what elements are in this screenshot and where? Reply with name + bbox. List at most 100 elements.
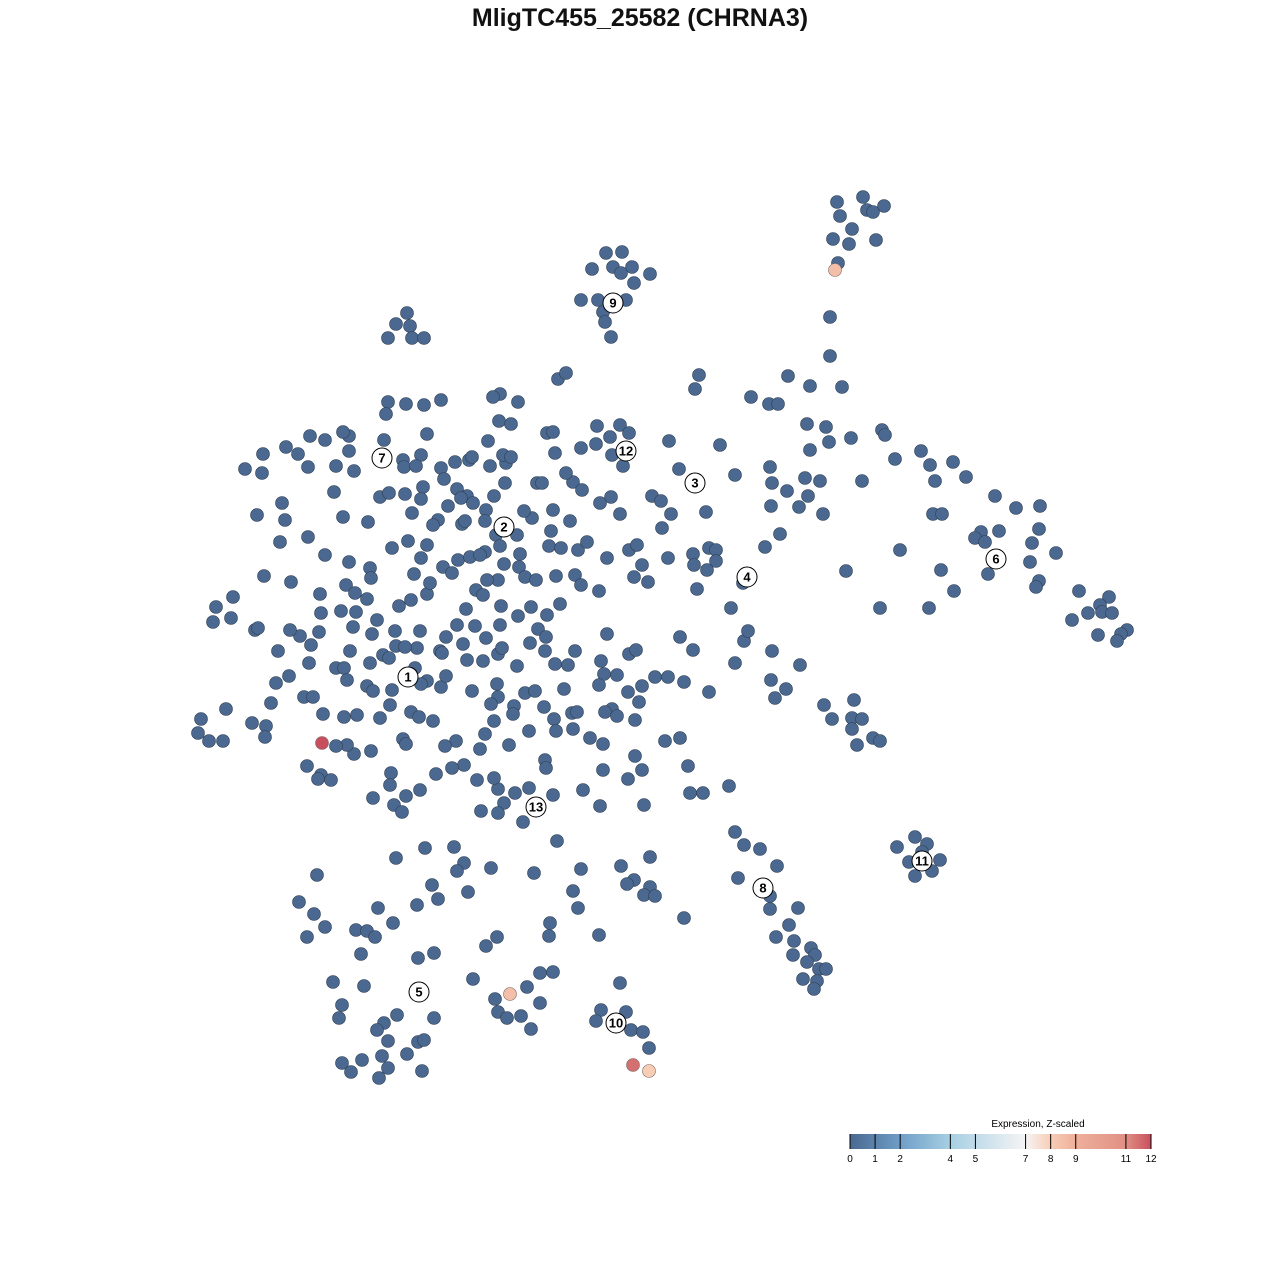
cell-point [632,695,646,709]
cell-point [592,928,606,942]
cell-point [844,431,858,445]
cell-point [630,538,644,552]
cell-point [781,369,795,383]
cell-point [456,637,470,651]
cluster-label: 9 [602,292,624,314]
cell-point [275,496,289,510]
cell-point [451,553,465,567]
cell-point [681,759,695,773]
legend-tick-label: 8 [1048,1154,1054,1165]
cell-point [1009,501,1023,515]
cell-point [817,698,831,712]
cell-point [823,349,837,363]
cell-point [194,712,208,726]
cell-point [329,739,343,753]
cell-point [343,644,357,658]
cell-point [593,496,607,510]
cell-point [224,611,238,625]
cell-point [596,737,610,751]
cell-point [403,319,417,333]
chart-title: MligTC455_25582 (CHRNA3) [471,4,809,32]
cluster-label-text: 8 [759,881,766,896]
cell-point [535,476,549,490]
expressing-cell-point [828,263,842,277]
cell-point [523,636,537,650]
cell-point [643,267,657,281]
cell-point [427,946,441,960]
cell-point [401,534,415,548]
cell-point [483,459,497,473]
cell-point [800,417,814,431]
cell-point [368,930,382,944]
cluster-label: 5 [408,981,430,1003]
cell-point [845,222,859,236]
cell-point [502,738,516,752]
cell-point [327,485,341,499]
cell-point [615,245,629,259]
cell-point [574,293,588,307]
cell-point [513,547,527,561]
cell-point [491,806,505,820]
cell-point [314,606,328,620]
cell-point [1029,580,1043,594]
cell-point [379,407,393,421]
cell-point [461,885,475,899]
cell-point [329,459,343,473]
cell-point [504,450,518,464]
cell-point [411,951,425,965]
cell-point [596,763,610,777]
cell-point [304,638,318,652]
cell-point [487,771,501,785]
cell-point [635,763,649,777]
cell-point [303,429,317,443]
cell-point [628,749,642,763]
cell-point [637,798,651,812]
cell-point [1065,613,1079,627]
cell-point [264,696,278,710]
cell-point [922,601,936,615]
cell-point [250,508,264,522]
cell-point [580,535,594,549]
cell-point [847,693,861,707]
cluster-label-text: 6 [992,552,999,567]
cell-point [310,868,324,882]
cell-point [431,892,445,906]
cell-point [256,447,270,461]
cell-point [500,1011,514,1025]
cell-point [571,543,585,557]
cell-point [765,476,779,490]
cell-point [301,530,315,544]
cell-point [1023,555,1037,569]
cell-point [699,505,713,519]
cell-point [478,727,492,741]
cell-point [981,567,995,581]
cell-point [628,713,642,727]
cell-point [574,578,588,592]
expressing-points-layer [315,263,842,1078]
cell-point [516,815,530,829]
cell-point [326,975,340,989]
cell-point [888,452,902,466]
cell-point [688,382,702,396]
cell-point [542,929,556,943]
cell-point [476,588,490,602]
cell-point [381,1061,395,1075]
cell-point [591,293,605,307]
cell-point [1049,546,1063,560]
cell-point [553,597,567,611]
cell-point [347,464,361,478]
cluster-label: 6 [985,548,1007,570]
cell-point [284,575,298,589]
cell-point [803,443,817,457]
cell-point [498,476,512,490]
cell-point [1081,606,1095,620]
cell-point [258,730,272,744]
cell-point [856,190,870,204]
cell-point [416,480,430,494]
cell-point [559,366,573,380]
cell-point [544,524,558,538]
cell-point [539,761,553,775]
cell-point [511,609,525,623]
expressing-cell-point [642,1064,656,1078]
cell-point [370,613,384,627]
